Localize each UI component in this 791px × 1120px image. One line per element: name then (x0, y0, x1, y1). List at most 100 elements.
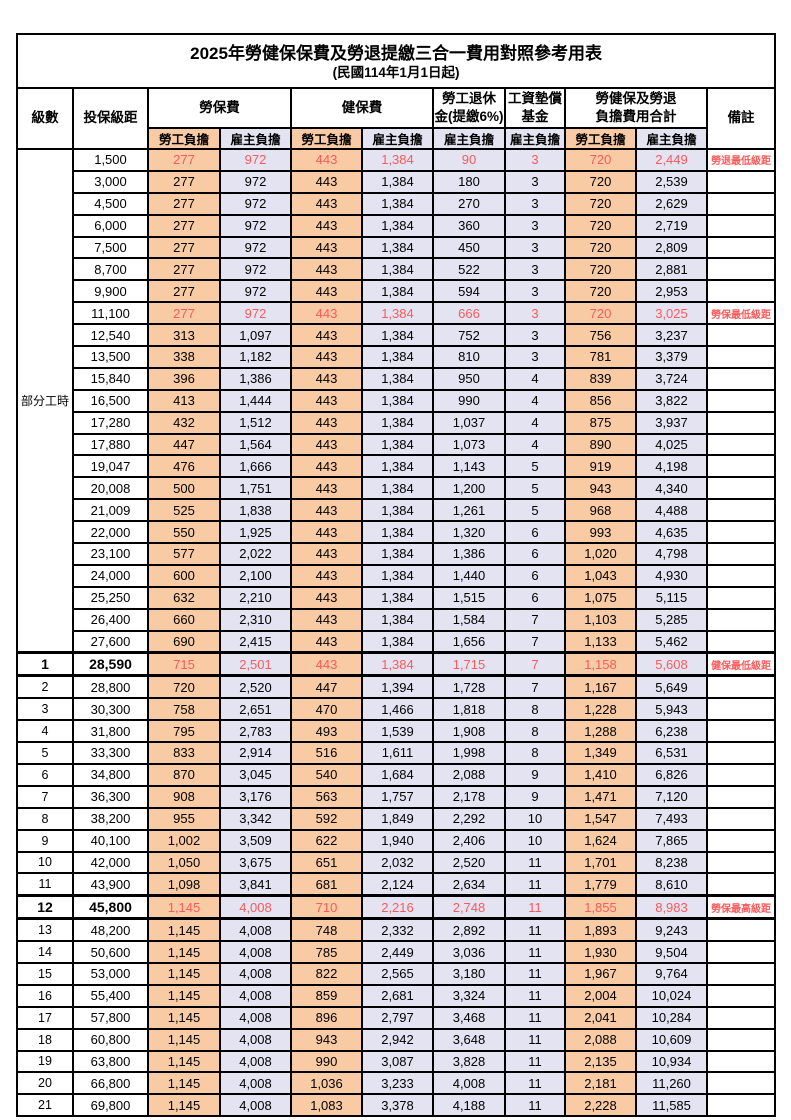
cell-pension-employer: 950 (432, 366, 506, 391)
cell-wagefund-employer: 8 (504, 719, 566, 744)
cell-level: 2 (16, 674, 74, 700)
fee-table: 2025年勞健保保費及勞退提繳三合一費用對照參考用表 (民國114年1月1日起)… (15, 33, 777, 1118)
cell-level: 6 (16, 762, 74, 787)
cell-health-employee: 1,036 (290, 1071, 363, 1096)
subheader-total-employer: 雇主負擔 (635, 127, 708, 150)
cell-health-employer: 1,384 (361, 169, 434, 194)
cell-total-employer: 7,120 (635, 784, 708, 809)
cell-bracket: 63,800 (72, 1049, 149, 1074)
subheader-wagefund-employer: 雇主負擔 (504, 127, 566, 150)
cell-health-employee: 622 (290, 828, 363, 853)
cell-labor-employee: 277 (147, 301, 221, 326)
cell-wagefund-employer: 10 (504, 828, 566, 853)
cell-bracket: 17,880 (72, 432, 149, 457)
cell-total-employee: 890 (564, 432, 637, 457)
cell-labor-employer: 972 (219, 169, 292, 194)
cell-labor-employer: 1,512 (219, 410, 292, 435)
cell-health-employer: 1,384 (361, 235, 434, 260)
cell-health-employer: 1,466 (361, 697, 434, 722)
cell-labor-employee: 447 (147, 432, 221, 457)
cell-wagefund-employer: 9 (504, 784, 566, 809)
subheader-health-employee: 勞工負擔 (290, 127, 363, 150)
cell-health-employee: 563 (290, 784, 363, 809)
cell-total-employee: 720 (564, 257, 637, 282)
cell-health-employer: 2,565 (361, 961, 434, 986)
cell-labor-employer: 3,509 (219, 828, 292, 853)
cell-pension-employer: 3,648 (432, 1027, 506, 1052)
cell-pension-employer: 752 (432, 323, 506, 348)
cell-level: 17 (16, 1005, 74, 1030)
cell-health-employer: 1,384 (361, 607, 434, 632)
cell-total-employer: 4,798 (635, 542, 708, 566)
cell-pension-employer: 2,748 (432, 894, 506, 921)
cell-total-employee: 1,133 (564, 629, 637, 655)
cell-health-employer: 1,384 (361, 213, 434, 238)
cell-labor-employer: 972 (219, 191, 292, 216)
cell-health-employer: 1,384 (361, 257, 434, 282)
cell-remark (705, 563, 777, 588)
cell-wagefund-employer: 7 (504, 629, 566, 655)
table-row: 26,400 660 2,310 443 1,384 1,584 7 1,103 5,285 (17, 607, 777, 632)
cell-total-employee: 856 (564, 388, 637, 413)
cell-labor-employee: 396 (147, 366, 221, 391)
table-row: 12,540 313 1,097 443 1,384 752 3 756 3,237 (17, 323, 777, 348)
cell-health-employee: 443 (290, 388, 363, 413)
cell-total-employer: 10,609 (635, 1027, 708, 1052)
cell-labor-employee: 313 (147, 323, 221, 348)
cell-wagefund-employer: 3 (504, 323, 566, 348)
cell-total-employer: 10,934 (635, 1049, 708, 1074)
cell-labor-employee: 577 (147, 542, 221, 566)
cell-total-employer: 10,024 (635, 983, 708, 1008)
table-row: 14 50,600 1,145 4,008 785 2,449 3,036 11 1,930 9,… (16, 940, 777, 964)
cell-remark (705, 1005, 777, 1030)
page-subtitle: (民國114年1月1日起) (332, 65, 460, 81)
cell-remark (705, 345, 777, 369)
cell-labor-employee: 277 (147, 191, 221, 216)
cell-labor-employee: 1,002 (147, 828, 221, 853)
cell-labor-employee: 500 (147, 476, 221, 501)
subheader-pension-employer: 雇主負擔 (432, 127, 506, 150)
cell-health-employee: 443 (290, 366, 363, 391)
cell-health-employer: 1,384 (361, 323, 434, 348)
cell-total-employer: 2,719 (635, 213, 708, 238)
cell-wagefund-employer: 11 (504, 983, 566, 1008)
cell-wagefund-employer: 3 (504, 257, 566, 282)
cell-wagefund-employer: 8 (504, 697, 566, 722)
cell-labor-employer: 972 (219, 301, 292, 326)
cell-wagefund-employer: 11 (504, 1093, 566, 1118)
cell-health-employee: 443 (290, 651, 363, 678)
cell-total-employer: 5,462 (635, 629, 708, 655)
cell-pension-employer: 450 (432, 235, 506, 260)
cell-health-employer: 1,384 (361, 476, 434, 501)
cell-total-employer: 8,238 (635, 850, 708, 875)
cell-pension-employer: 2,292 (432, 806, 506, 831)
cell-health-employer: 1,940 (361, 828, 434, 853)
cell-health-employee: 443 (290, 432, 363, 457)
cell-total-employer: 8,983 (635, 894, 708, 921)
cell-total-employer: 11,585 (635, 1093, 708, 1118)
col-header-pension: 勞工退休 金(提繳6%) (432, 87, 506, 129)
cell-health-employer: 3,378 (361, 1093, 434, 1118)
cell-level: 3 (16, 697, 74, 722)
cell-wagefund-employer: 3 (504, 191, 566, 216)
cell-total-employee: 720 (564, 301, 637, 326)
cell-health-employer: 2,124 (361, 872, 434, 897)
cell-health-employer: 2,681 (361, 983, 434, 1008)
cell-labor-employee: 277 (147, 213, 221, 238)
cell-pension-employer: 1,440 (432, 563, 506, 588)
cell-pension-employer: 3,036 (432, 940, 506, 964)
cell-total-employer: 9,504 (635, 940, 708, 964)
cell-total-employee: 1,020 (564, 542, 637, 566)
subheader-labor-employer: 雇主負擔 (219, 127, 292, 150)
cell-remark (705, 917, 777, 943)
col-header-health-insurance: 健保費 (290, 87, 434, 129)
cell-remark: 勞退最低級距 (705, 148, 777, 172)
cell-health-employer: 1,384 (361, 520, 434, 545)
cell-health-employer: 1,384 (361, 432, 434, 457)
cell-total-employer: 2,539 (635, 169, 708, 194)
cell-wagefund-employer: 7 (504, 674, 566, 700)
cell-total-employee: 1,624 (564, 828, 637, 853)
cell-total-employee: 875 (564, 410, 637, 435)
cell-health-employer: 3,233 (361, 1071, 434, 1096)
